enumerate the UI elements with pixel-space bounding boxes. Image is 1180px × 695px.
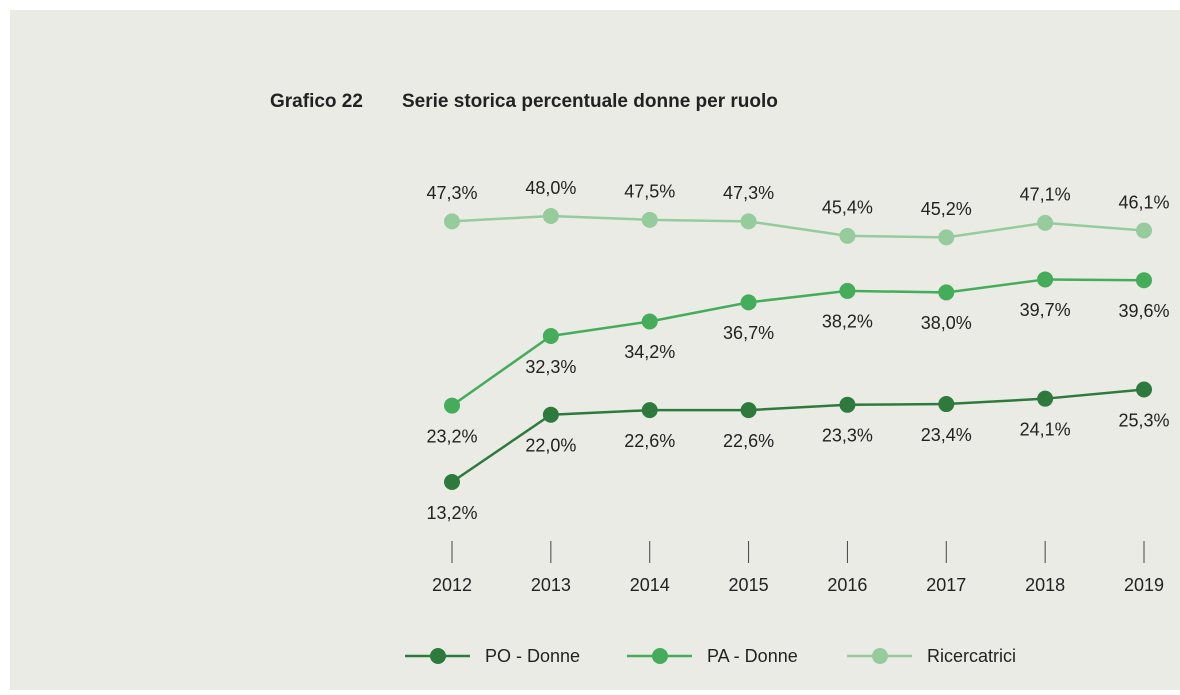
point	[839, 282, 856, 299]
point	[740, 294, 757, 311]
data-label: 45,2%	[921, 199, 972, 219]
data-label: 22,6%	[723, 431, 774, 451]
point	[641, 402, 658, 419]
point	[542, 208, 559, 224]
chart-title: Serie storica percentuale donne per ruol…	[402, 91, 778, 112]
x-tick-label: 2017	[926, 575, 966, 595]
legend-marker	[430, 648, 446, 664]
data-label: 47,3%	[426, 183, 477, 203]
x-tick-label: 2016	[827, 575, 867, 595]
legend-label: PA - Donne	[707, 646, 798, 666]
data-label: 23,2%	[426, 426, 477, 446]
data-label: 38,0%	[921, 313, 972, 333]
point	[938, 284, 955, 301]
point	[542, 406, 559, 423]
x-tick-label: 2013	[531, 575, 571, 595]
point	[938, 229, 955, 246]
data-label: 23,4%	[921, 425, 972, 445]
series-line	[451, 278, 1145, 407]
data-label: 36,7%	[723, 323, 774, 343]
data-label: 34,2%	[624, 342, 675, 362]
series-line	[451, 214, 1145, 239]
data-label: 22,6%	[624, 431, 675, 451]
point	[1037, 390, 1054, 407]
data-label: 45,4%	[822, 198, 873, 218]
point	[1136, 222, 1152, 239]
series-line	[451, 388, 1145, 484]
data-label: 25,3%	[1118, 410, 1169, 430]
point	[839, 227, 856, 244]
data-label: 47,1%	[1020, 185, 1071, 205]
point	[444, 213, 460, 230]
point	[542, 328, 559, 345]
point	[839, 396, 856, 413]
data-label: 47,5%	[624, 182, 675, 202]
point	[1037, 214, 1054, 231]
point	[1037, 271, 1054, 288]
data-label: 32,3%	[525, 357, 576, 377]
point	[1136, 381, 1152, 398]
x-tick-label: 2012	[432, 575, 472, 595]
x-tick-label: 2015	[729, 575, 769, 595]
data-label: 13,2%	[426, 503, 477, 523]
chart-title-label: Grafico 22	[270, 91, 363, 112]
x-tick-label: 2018	[1025, 575, 1065, 595]
x-tick-label: 2019	[1124, 575, 1164, 595]
data-label: 47,3%	[723, 183, 774, 203]
point	[641, 313, 658, 330]
point	[740, 402, 757, 419]
panel	[10, 10, 1180, 690]
point	[740, 213, 757, 230]
data-label: 22,0%	[525, 435, 576, 455]
x-tick-label: 2014	[630, 575, 670, 595]
legend-label: PO - Donne	[485, 646, 580, 666]
data-label: 23,3%	[822, 426, 873, 446]
point	[444, 474, 460, 490]
data-label: 24,1%	[1020, 419, 1071, 439]
point	[641, 211, 658, 228]
point	[444, 397, 460, 414]
point	[1136, 272, 1152, 289]
point	[938, 396, 955, 413]
data-label: 48,0%	[525, 178, 576, 198]
data-label: 38,2%	[822, 312, 873, 332]
legend-marker	[872, 648, 888, 664]
legend-label: Ricercatrici	[927, 646, 1016, 666]
data-label: 39,6%	[1118, 301, 1169, 321]
data-label: 39,7%	[1020, 300, 1071, 320]
legend-marker	[652, 648, 668, 664]
data-label: 46,1%	[1118, 192, 1169, 212]
